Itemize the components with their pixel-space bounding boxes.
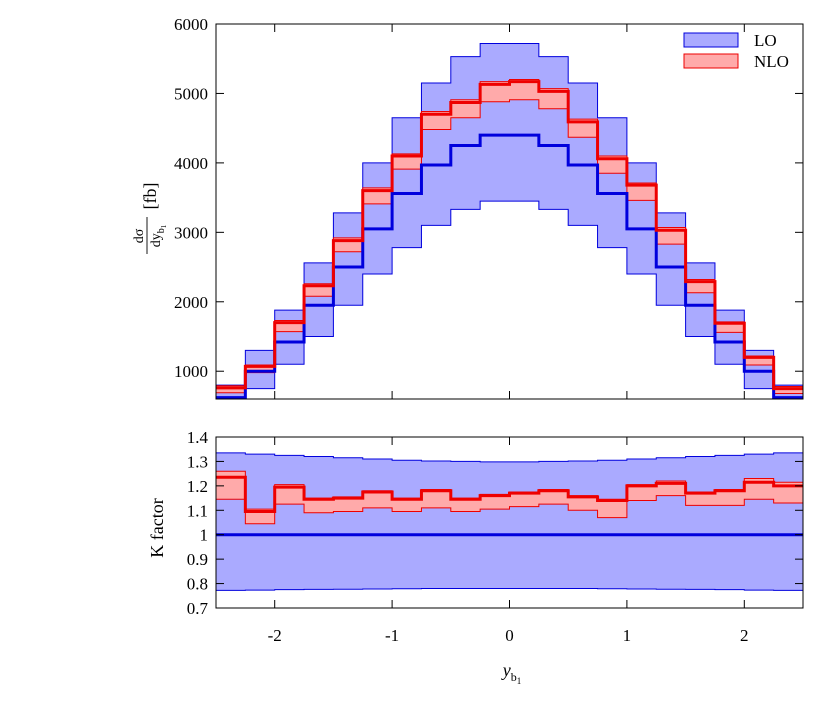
ylabel-numerator: dσ: [132, 228, 147, 243]
kfactor-ticks: 0.7 0.8 0.9 1 1.1 1.2 1.3 1.4 -2 -1 0 1 2: [187, 428, 803, 645]
ylabel-numerator-text: dσ: [132, 228, 147, 243]
cross-section-plot-area: [215, 42, 804, 400]
xtick-label: 0: [505, 626, 514, 645]
ytick-label: 6000: [174, 15, 208, 34]
ytick-label: 1.1: [187, 501, 208, 520]
xtick-label: 2: [740, 626, 749, 645]
xlabel-subsub: 1: [517, 676, 522, 686]
ytick-label: 1: [200, 526, 209, 545]
ytick-label: 1.3: [187, 452, 208, 471]
legend: LO NLO: [683, 31, 789, 71]
ytick-label: 4000: [174, 154, 208, 173]
kfactor-ylabel: K factor: [147, 498, 167, 557]
ytick-label: 0.8: [187, 575, 208, 594]
xlabel-main: y: [501, 660, 511, 680]
ylabel-unit: [fb]: [140, 183, 160, 210]
xlabel-sub: b: [511, 670, 517, 684]
cross-section-panel: 1000 2000 3000 4000 5000 6000 dσ dyb1 [fb] LO…: [132, 15, 804, 400]
cross-section-ylabel: dσ dyb1 [fb]: [132, 183, 168, 254]
nlo-legend-label: NLO: [754, 52, 789, 71]
ytick-label: 2000: [174, 293, 208, 312]
lo-band-panel1: [215, 452, 804, 591]
xlabel: yb1: [501, 660, 522, 686]
ylabel-denom-text: dy: [149, 233, 164, 247]
ytick-label: 5000: [174, 84, 208, 103]
kfactor-panel: 0.7 0.8 0.9 1 1.1 1.2 1.3 1.4 -2 -1 0 1 2 K factor y…: [147, 428, 804, 686]
nlo-central-line-panel1: [216, 475, 803, 514]
cross-section-ticks: 1000 2000 3000 4000 5000 6000: [174, 15, 803, 399]
ytick-label: 1.2: [187, 477, 208, 496]
kfactor-plot-area: [215, 452, 804, 591]
xtick-label: 1: [623, 626, 632, 645]
ytick-label: 1000: [174, 362, 208, 381]
ylabel-denom-sub: b: [156, 228, 167, 233]
ytick-label: 0.9: [187, 550, 208, 569]
lo-central-line-panel0: [216, 133, 803, 400]
ylabel-denominator: dyb1: [149, 224, 168, 247]
xtick-label: -2: [268, 626, 282, 645]
nlo-legend-swatch: [683, 53, 739, 69]
ylabel-denom-subsub: 1: [160, 224, 168, 228]
ytick-label: 3000: [174, 223, 208, 242]
lo-legend-swatch: [683, 32, 739, 48]
ytick-label: 1.4: [187, 428, 209, 447]
ytick-label: 0.7: [187, 599, 209, 618]
lo-legend-label: LO: [754, 31, 777, 50]
nlo-central-line-panel0: [216, 80, 803, 391]
xtick-label: -1: [385, 626, 399, 645]
